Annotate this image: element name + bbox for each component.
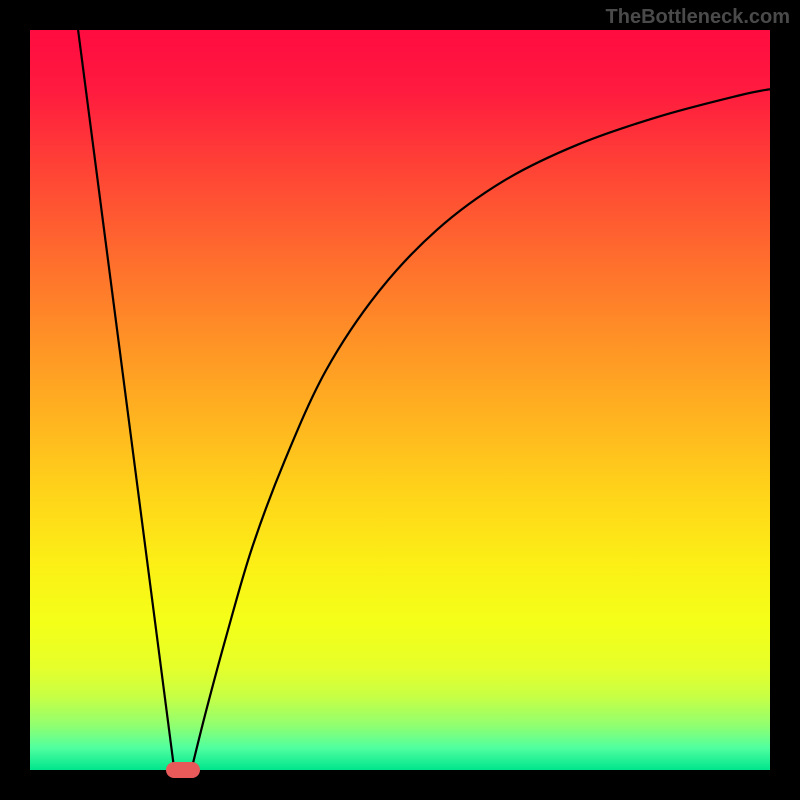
plot-area bbox=[30, 30, 770, 770]
bottleneck-curve-left bbox=[78, 30, 174, 770]
bottleneck-curve-right bbox=[191, 89, 770, 770]
optimal-zone-marker bbox=[166, 762, 200, 778]
watermark-text: TheBottleneck.com bbox=[606, 6, 790, 29]
chart-container: TheBottleneck.com bbox=[0, 0, 800, 800]
curve-layer bbox=[30, 30, 770, 770]
